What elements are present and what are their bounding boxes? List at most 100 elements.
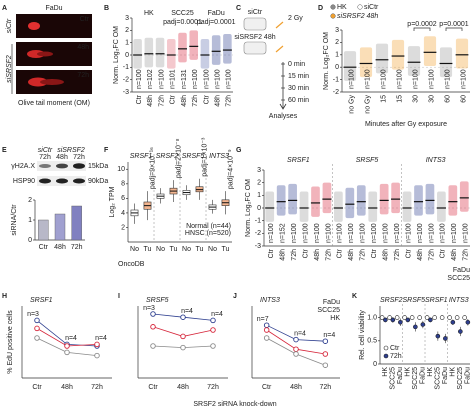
point <box>420 322 426 327</box>
point <box>443 336 448 341</box>
legend-label: Normal (n=44) <box>186 223 231 230</box>
x-tick-label: 72h <box>91 384 103 391</box>
irradiation-arrow <box>275 21 284 53</box>
x-tick-label: SCC25 <box>457 367 464 390</box>
n-label: n=100 <box>380 69 387 89</box>
n-label: n=100 <box>383 223 390 243</box>
lane-group: siCtr <box>38 147 53 154</box>
legend-marker <box>383 353 389 359</box>
n-label: n=100 <box>325 223 332 243</box>
n-label: n=152 <box>280 223 287 243</box>
panel-letter: H <box>2 293 7 300</box>
point-cloud <box>439 47 453 78</box>
n-label: n=4 <box>65 335 77 342</box>
x-tick-label: No <box>182 246 191 253</box>
y-tick-label: 0 <box>125 52 129 59</box>
padj-label: padj=0.0001 <box>197 19 236 26</box>
dish <box>243 17 267 31</box>
point <box>263 327 270 333</box>
point <box>450 319 456 325</box>
gene-title: SRSF5 <box>182 153 205 160</box>
gene-title: SRSF5 <box>402 297 425 304</box>
x-tick-label: 48h <box>54 244 66 251</box>
point-cloud <box>167 38 176 69</box>
point <box>409 315 415 320</box>
y-tick-label: 8 <box>121 181 125 188</box>
legend-marker <box>330 13 336 19</box>
n-label: n=100 <box>451 223 458 243</box>
significance-bracket <box>445 27 463 31</box>
x-tick-label: 72h <box>71 244 83 251</box>
band <box>73 178 85 184</box>
point-cloud <box>407 46 421 76</box>
dish <box>243 41 267 55</box>
point <box>405 317 411 323</box>
n-label: n=100 <box>348 223 355 243</box>
y-axis-label: Norm. Log₂FC OM <box>113 26 120 84</box>
panel-a-images <box>11 14 92 94</box>
y-tick-label: 3 <box>125 15 129 22</box>
point <box>34 317 40 324</box>
n-label: n=4 <box>294 330 306 337</box>
point-cloud <box>345 187 355 219</box>
n-label: n=101 <box>170 69 177 89</box>
x-tick-label: 48h <box>451 249 458 261</box>
point-cloud <box>359 47 373 78</box>
y-tick-label: 1 <box>125 40 129 47</box>
legend-marker <box>383 345 389 351</box>
p-value: p=0.0001 <box>439 21 468 28</box>
band <box>39 164 51 168</box>
point <box>458 329 463 334</box>
x-tick-label: 72h <box>158 95 165 107</box>
x-tick-label: Ctr <box>371 248 378 258</box>
y-tick-label: 0 <box>373 361 377 368</box>
panel-c-scheme <box>243 17 287 110</box>
y-tick-label: -2 <box>255 230 261 237</box>
x-tick-label: 60 <box>460 95 467 103</box>
point <box>263 335 270 341</box>
point-cloud <box>437 191 446 222</box>
group-label: FaDu <box>208 10 225 17</box>
n-label: n=100 <box>396 69 403 89</box>
row-label: Ctr <box>80 16 90 23</box>
lane-label: 72h <box>39 154 51 161</box>
bar <box>38 219 49 241</box>
side-label: siSRSF2 <box>6 55 13 83</box>
x-tick-label: Tu <box>222 246 230 253</box>
x-tick-label: FaDu <box>465 367 472 384</box>
point <box>293 336 299 343</box>
y-tick-label: 1.0 <box>367 314 377 321</box>
x-tick-label: 30 <box>428 95 435 103</box>
x-tick-label: Ctr <box>203 94 210 104</box>
x-tick-label: Tu <box>196 246 204 253</box>
gene-title: SRSF1 <box>425 297 448 304</box>
y-tick-label: 2 <box>335 39 339 46</box>
bar <box>54 213 66 241</box>
x-tick-label: 15 <box>396 95 403 103</box>
x-tick-label: HK <box>450 367 457 377</box>
y-axis-label: Log₂ TPM <box>109 186 116 217</box>
x-tick-label: Ctr <box>262 384 272 391</box>
time-label: 60 min <box>288 97 309 104</box>
x-axis-label: SRSF2 siRNA knock-down <box>193 401 276 408</box>
x-tick-label: 15 <box>380 95 387 103</box>
point <box>394 315 400 320</box>
lane-label: 72h <box>73 154 85 161</box>
time-label: 0 min <box>288 61 305 68</box>
y-tick-label: 10 <box>117 166 125 173</box>
blot-label: HSP90 <box>13 178 35 185</box>
panel-letter: E <box>2 147 7 154</box>
time-label: 15 min <box>288 73 309 80</box>
point <box>64 343 70 349</box>
n-label: n=4 <box>323 332 335 339</box>
x-tick-label: Ctr <box>440 248 447 258</box>
band <box>39 178 51 184</box>
point-cloud <box>276 185 286 216</box>
n-label: n=7 <box>257 316 269 323</box>
n-label: n=100 <box>405 223 412 243</box>
x-tick-label: 72h <box>360 249 367 261</box>
legend-label: FaDu <box>323 299 340 306</box>
y-tick-label: 2 <box>257 180 261 187</box>
y-tick-label: -1 <box>123 64 129 71</box>
x-tick-label: 72h <box>463 249 470 261</box>
